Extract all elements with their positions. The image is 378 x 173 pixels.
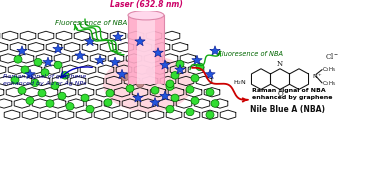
Text: N: N — [277, 60, 283, 68]
Circle shape — [61, 72, 69, 79]
Circle shape — [191, 74, 199, 82]
Polygon shape — [128, 15, 164, 84]
Polygon shape — [210, 46, 220, 55]
Circle shape — [211, 100, 219, 107]
Circle shape — [81, 94, 89, 102]
Ellipse shape — [128, 11, 164, 20]
Polygon shape — [175, 65, 185, 74]
Polygon shape — [150, 97, 160, 107]
Circle shape — [151, 87, 159, 94]
Circle shape — [171, 72, 179, 79]
Polygon shape — [153, 48, 163, 57]
Polygon shape — [160, 91, 170, 100]
Circle shape — [26, 97, 34, 104]
Circle shape — [104, 99, 112, 106]
Circle shape — [66, 103, 74, 110]
Text: Laser (632.8 nm): Laser (632.8 nm) — [110, 0, 183, 9]
Polygon shape — [43, 57, 53, 66]
Circle shape — [186, 86, 194, 93]
Text: Fluorescence of NBA: Fluorescence of NBA — [55, 20, 127, 26]
Circle shape — [14, 56, 22, 63]
Polygon shape — [75, 51, 85, 60]
Circle shape — [206, 111, 214, 119]
Circle shape — [18, 87, 26, 94]
Circle shape — [166, 83, 174, 90]
Circle shape — [106, 89, 114, 97]
Circle shape — [126, 85, 134, 92]
Circle shape — [21, 66, 29, 74]
Circle shape — [34, 58, 42, 66]
Polygon shape — [85, 36, 95, 46]
Circle shape — [86, 105, 94, 113]
Circle shape — [31, 79, 39, 87]
Circle shape — [54, 61, 62, 69]
Circle shape — [11, 76, 19, 84]
Circle shape — [206, 88, 214, 96]
Circle shape — [51, 82, 59, 89]
Polygon shape — [205, 69, 215, 79]
Circle shape — [41, 69, 49, 76]
Circle shape — [166, 80, 174, 88]
Circle shape — [176, 60, 184, 68]
Text: Fluoresence of NBA: Fluoresence of NBA — [218, 51, 283, 57]
Polygon shape — [53, 44, 63, 53]
Circle shape — [196, 63, 204, 71]
Text: H$_2$N: H$_2$N — [233, 78, 247, 87]
Circle shape — [121, 74, 129, 81]
Text: $\mathregular{C_2H_5}$: $\mathregular{C_2H_5}$ — [322, 65, 337, 74]
Polygon shape — [95, 55, 105, 65]
Circle shape — [166, 105, 174, 113]
Polygon shape — [133, 93, 143, 102]
Polygon shape — [113, 32, 123, 41]
Circle shape — [38, 89, 46, 97]
Polygon shape — [117, 69, 127, 79]
Text: Nile Blue A (NBA): Nile Blue A (NBA) — [251, 105, 325, 114]
Polygon shape — [137, 15, 155, 84]
Ellipse shape — [103, 56, 193, 112]
Circle shape — [136, 80, 144, 87]
Polygon shape — [25, 69, 35, 79]
Circle shape — [171, 94, 179, 102]
Polygon shape — [17, 46, 27, 55]
Circle shape — [58, 92, 66, 100]
Text: Raman signal of graphene
enhanced by Au or Ag NPs: Raman signal of graphene enhanced by Au … — [3, 74, 87, 86]
Text: $\mathregular{C_2H_5}$: $\mathregular{C_2H_5}$ — [322, 79, 337, 88]
Circle shape — [146, 68, 154, 75]
Circle shape — [191, 97, 199, 104]
Text: O: O — [277, 90, 283, 98]
Circle shape — [186, 108, 194, 116]
Polygon shape — [192, 55, 202, 65]
Text: N$^+$: N$^+$ — [312, 72, 323, 81]
Text: Raman signal of NBA
enhanced by graphene: Raman signal of NBA enhanced by graphene — [252, 88, 333, 100]
Polygon shape — [135, 36, 145, 46]
Polygon shape — [160, 60, 170, 69]
Polygon shape — [110, 57, 120, 66]
Text: Cl$^-$: Cl$^-$ — [325, 51, 339, 61]
Circle shape — [46, 100, 54, 107]
